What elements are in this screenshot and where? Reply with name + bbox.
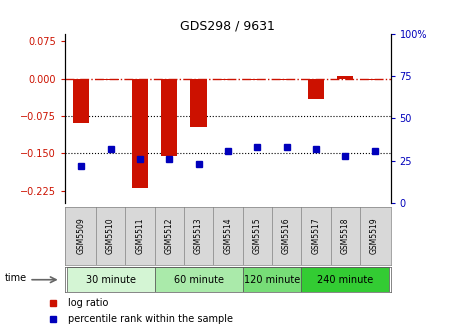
Bar [278, 79, 295, 80]
Text: GSM5513: GSM5513 [194, 218, 203, 254]
Text: GSM5517: GSM5517 [311, 218, 320, 254]
Text: log ratio: log ratio [68, 298, 108, 308]
Bar [242, 267, 301, 292]
Text: GSM5512: GSM5512 [165, 218, 174, 254]
Bar [249, 79, 265, 80]
Text: GSM5516: GSM5516 [282, 218, 291, 254]
Text: time: time [4, 273, 26, 283]
Text: 60 minute: 60 minute [174, 275, 224, 285]
Text: GSM5514: GSM5514 [223, 218, 233, 254]
Text: GSM5515: GSM5515 [253, 218, 262, 254]
Bar [301, 267, 389, 292]
Text: GSM5519: GSM5519 [370, 218, 379, 254]
Text: 30 minute: 30 minute [86, 275, 136, 285]
Bar [220, 79, 236, 80]
Text: 120 minute: 120 minute [244, 275, 300, 285]
Text: GSM5509: GSM5509 [77, 218, 86, 254]
Bar [308, 79, 324, 99]
Bar [73, 79, 89, 123]
Bar [102, 79, 119, 80]
Bar [161, 79, 177, 156]
Bar [66, 267, 154, 292]
Text: percentile rank within the sample: percentile rank within the sample [68, 314, 233, 324]
Bar [154, 267, 242, 292]
Text: 240 minute: 240 minute [317, 275, 373, 285]
Bar [337, 76, 353, 79]
Text: GSM5510: GSM5510 [106, 218, 115, 254]
Text: GSM5511: GSM5511 [136, 218, 145, 254]
Text: GSM5518: GSM5518 [341, 218, 350, 254]
Bar [190, 79, 207, 127]
Bar [366, 79, 383, 80]
Bar [132, 79, 148, 188]
Title: GDS298 / 9631: GDS298 / 9631 [180, 19, 275, 33]
